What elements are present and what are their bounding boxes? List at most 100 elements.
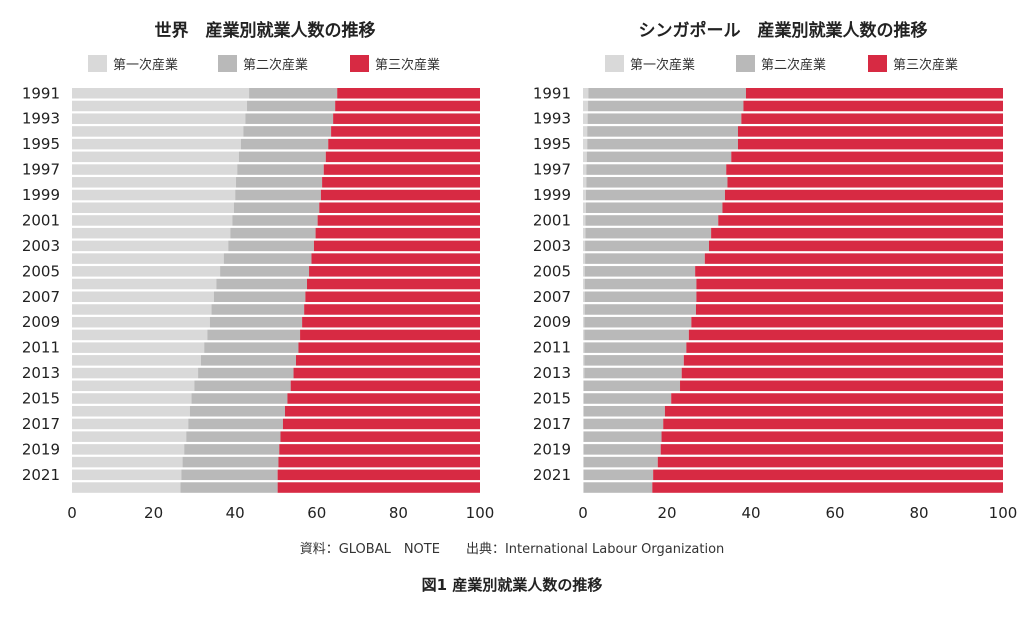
bar-segment-primary-2017 [583,418,584,430]
bar-segment-secondary-2002 [585,227,712,239]
bar-segment-secondary-1999 [235,189,321,201]
bar-segment-tertiary-2011 [298,342,480,353]
bar-segment-secondary-1995 [240,138,329,150]
bar-segment-tertiary-2006 [696,278,1003,290]
bar-segment-tertiary-2011 [686,342,1003,353]
bar-segment-primary-2017 [72,418,189,430]
y-tick-label: 2009 [533,313,571,331]
bar-segment-tertiary-2007 [696,291,1003,303]
bar-segment-primary-1994 [583,126,588,137]
bar-segment-secondary-2022 [583,482,653,493]
bar-segment-secondary-2020 [583,456,658,468]
bar-segment-tertiary-2019 [279,444,480,455]
legend-label-tertiary: 第三次産業 [893,57,958,73]
bar-segment-tertiary-2000 [319,202,480,213]
bar-segment-primary-2018 [72,431,187,442]
bar-segment-tertiary-2018 [280,431,480,442]
y-tick-label: 1997 [533,161,571,179]
bar-segment-tertiary-2015 [287,393,480,404]
bar-segment-secondary-1994 [243,126,332,137]
bar-segment-secondary-1996 [586,151,732,163]
bar-segment-secondary-2016 [189,405,285,417]
legend-label-primary: 第一次産業 [630,57,695,73]
bar-segment-primary-1999 [72,189,236,201]
y-tick-label: 1999 [533,186,571,204]
bar-segment-secondary-1992 [247,100,336,112]
bar-segment-primary-1998 [72,177,237,188]
legend-swatch-secondary [736,55,755,72]
bar-segment-secondary-1991 [588,88,746,99]
bar-segment-tertiary-2003 [313,240,480,252]
bar-segment-tertiary-2012 [683,355,1003,366]
legend-label-secondary: 第二次産業 [761,57,826,73]
bar-segment-tertiary-2021 [277,469,480,481]
y-tick-label: 2009 [22,313,60,331]
bar-segment-primary-2004 [72,253,224,264]
bar-segment-secondary-2013 [584,367,682,379]
bar-segment-secondary-1997 [237,164,324,175]
bar-segment-primary-2002 [583,227,586,239]
y-tick-label: 1991 [22,84,60,102]
bar-segment-secondary-2015 [191,393,288,404]
bar-segment-secondary-2001 [585,215,719,226]
bar-segment-primary-2006 [72,278,217,290]
bar-segment-tertiary-2001 [718,215,1003,226]
bar-segment-primary-2016 [583,405,584,417]
bar-segment-tertiary-1994 [331,126,480,137]
bar-segment-secondary-2021 [583,469,654,481]
bar-segment-tertiary-2013 [293,367,480,379]
x-tick-label: 20 [657,504,676,522]
bar-segment-tertiary-1993 [741,113,1003,124]
bar-segment-secondary-2002 [230,227,316,239]
bar-segment-tertiary-2015 [671,393,1003,404]
bar-segment-tertiary-2020 [278,456,480,468]
bar-segment-tertiary-1997 [323,164,480,175]
bar-segment-secondary-2020 [182,456,279,468]
x-tick-label: 60 [825,504,844,522]
bar-segment-tertiary-2002 [315,227,480,239]
bar-segment-secondary-2009 [209,316,303,328]
y-tick-label: 1995 [22,135,60,153]
bar-segment-tertiary-1993 [333,113,480,124]
y-tick-label: 2005 [22,262,60,280]
bar-segment-primary-2020 [72,456,183,468]
bar-segment-secondary-2010 [584,329,689,341]
bar-segment-primary-2013 [583,367,585,379]
bar-segment-primary-2015 [72,393,192,404]
bar-segment-secondary-1995 [587,138,738,150]
bar-segment-tertiary-1996 [325,151,480,163]
y-tick-label: 2003 [533,237,571,255]
bar-segment-secondary-2007 [584,291,697,303]
y-tick-label: 2015 [22,390,60,408]
bar-segment-secondary-2005 [584,266,696,277]
bar-segment-secondary-2005 [220,266,310,277]
y-tick-label: 1993 [22,110,60,128]
bar-segment-tertiary-2022 [652,482,1003,493]
bar-segment-primary-2005 [72,266,221,277]
bar-segment-secondary-1997 [586,164,727,175]
bar-segment-secondary-2021 [181,469,278,481]
bar-segment-primary-1999 [583,189,586,201]
bar-segment-primary-2002 [72,227,231,239]
x-tick-label: 0 [578,504,588,522]
bar-segment-secondary-2004 [223,253,312,264]
bar-segment-secondary-1998 [236,177,323,188]
bar-segment-primary-1991 [72,88,250,99]
x-tick-label: 20 [144,504,163,522]
bar-segment-secondary-2003 [228,240,314,252]
bar-segment-tertiary-1995 [737,138,1003,150]
bar-segment-primary-2001 [583,215,586,226]
plot-area: 1991 1993 1995 1997 1999 2001 2003 2005 2007 2009… [533,84,1018,522]
bar-segment-primary-1992 [72,100,248,112]
bar-segment-secondary-2006 [584,278,697,290]
chart-title: シンガポール 産業別就業人数の推移 [639,20,928,41]
bar-segment-primary-2015 [583,393,584,404]
bar-segment-tertiary-2017 [663,418,1003,430]
bar-segment-primary-2022 [72,482,181,493]
bar-segment-primary-1998 [583,177,587,188]
bar-segment-primary-2012 [72,355,201,366]
bar-segment-tertiary-2004 [704,253,1003,264]
bar-segment-tertiary-2022 [277,482,480,493]
y-tick-label: 2001 [533,211,571,229]
bar-segment-secondary-2014 [583,380,681,392]
